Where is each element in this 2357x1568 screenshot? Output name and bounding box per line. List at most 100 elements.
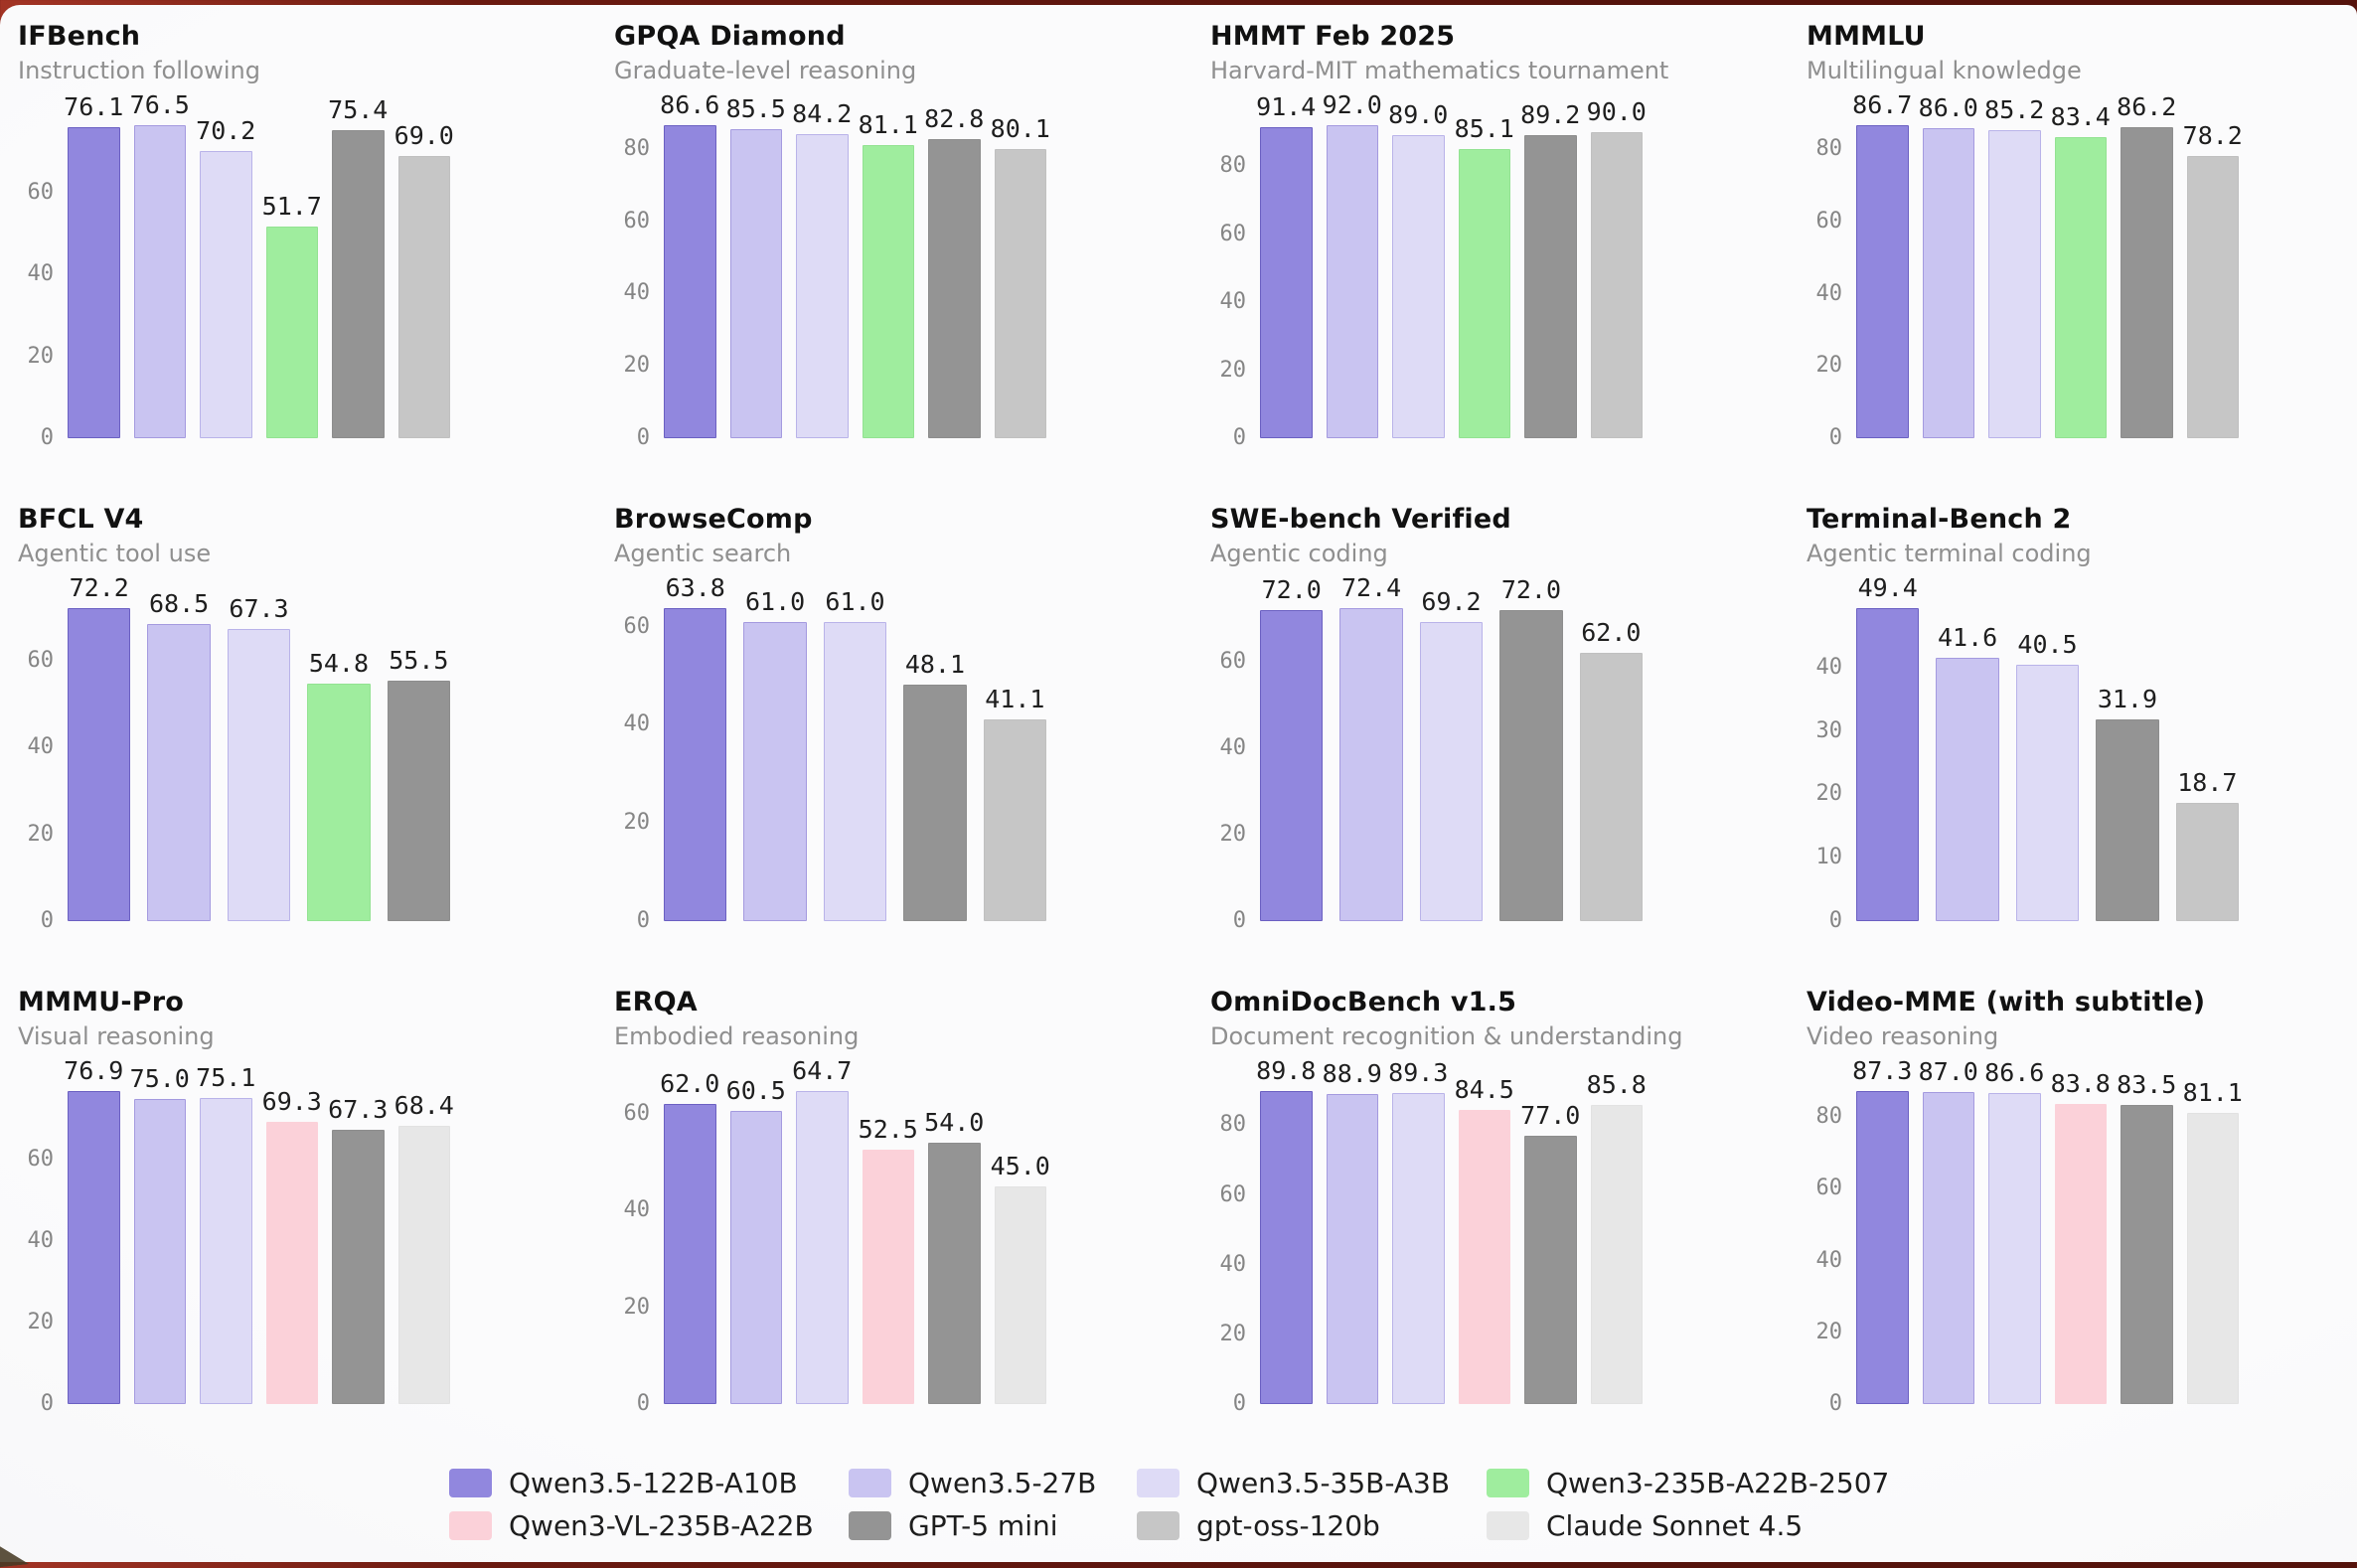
bars-group: 72.0 72.4 69.2 72.0 62.0 bbox=[1260, 567, 1644, 921]
y-axis-tick-label: 40 bbox=[27, 734, 55, 760]
y-axis-tick-label: 0 bbox=[1232, 908, 1246, 933]
bar: 91.4 bbox=[1256, 92, 1316, 438]
bar: 86.6 bbox=[660, 90, 719, 438]
y-axis-tick-label: 40 bbox=[1815, 654, 1843, 680]
bar: 86.7 bbox=[1852, 90, 1912, 438]
bar-value-label: 77.0 bbox=[1520, 1100, 1581, 1130]
benchmark-chart: MMMU-Pro Visual reasoning 0 20 40 60 76.9 75.0 7… bbox=[0, 981, 596, 1464]
y-axis-tick-label: 0 bbox=[636, 425, 650, 450]
bar: 72.0 bbox=[1499, 575, 1563, 921]
plot-area: 0 20 40 60 80 89.8 88.9 89.3 84.5 77.0 85.8 bbox=[1220, 1050, 1647, 1416]
chart-subtitle: Graduate-level reasoning bbox=[614, 57, 917, 84]
y-axis-tick-label: 60 bbox=[623, 1100, 651, 1126]
bar: 83.4 bbox=[2051, 102, 2111, 438]
y-axis-tick-label: 60 bbox=[1219, 221, 1247, 246]
bar-value-label: 84.2 bbox=[792, 98, 853, 128]
bar-value-label: 87.3 bbox=[1852, 1055, 1913, 1085]
bar: 61.0 bbox=[823, 587, 887, 921]
legend-item: Qwen3.5-122B-A10B bbox=[449, 1464, 849, 1501]
window-card: IFBench Instruction following 0 20 40 60 76.1 7… bbox=[0, 5, 2357, 1562]
bar: 85.1 bbox=[1455, 114, 1514, 438]
bar-value-label: 52.5 bbox=[858, 1115, 918, 1145]
bar-value-label: 86.2 bbox=[2117, 91, 2177, 121]
bar-value-label: 60.5 bbox=[725, 1076, 786, 1106]
bar: 69.0 bbox=[394, 121, 454, 438]
benchmark-chart: OmniDocBench v1.5 Document recognition & … bbox=[1192, 981, 1789, 1464]
bar-value-label: 72.4 bbox=[1341, 572, 1402, 602]
bar-value-label: 75.0 bbox=[129, 1063, 190, 1093]
bar-value-label: 62.0 bbox=[1581, 618, 1642, 648]
legend-item-label: Qwen3.5-35B-A3B bbox=[1196, 1466, 1451, 1499]
chart-subtitle: Agentic tool use bbox=[18, 540, 212, 567]
bar-value-label: 18.7 bbox=[2177, 767, 2238, 797]
bar-value-label: 81.1 bbox=[858, 109, 918, 139]
bar-value-label: 85.1 bbox=[1454, 113, 1514, 143]
charts-grid: IFBench Instruction following 0 20 40 60 76.1 7… bbox=[0, 15, 2357, 1464]
bar-value-label: 61.0 bbox=[745, 586, 806, 616]
chart-title: GPQA Diamond bbox=[614, 21, 846, 52]
legend-swatch bbox=[849, 1510, 891, 1540]
chart-title: MMMU-Pro bbox=[18, 987, 184, 1018]
bar-value-label: 76.9 bbox=[64, 1055, 124, 1085]
chart-title: IFBench bbox=[18, 21, 141, 52]
legend-item-label: Claude Sonnet 4.5 bbox=[1546, 1508, 1804, 1542]
bar: 75.0 bbox=[130, 1064, 190, 1404]
bar: 86.0 bbox=[1919, 93, 1978, 438]
bar: 83.8 bbox=[2051, 1069, 2111, 1404]
chart-title: BrowseComp bbox=[614, 504, 813, 535]
bar-value-label: 83.4 bbox=[2050, 101, 2111, 131]
bar-value-label: 55.5 bbox=[389, 645, 449, 675]
bar-value-label: 75.1 bbox=[196, 1063, 256, 1093]
benchmark-chart: ERQA Embodied reasoning 0 20 40 60 62.0 60.5 64.… bbox=[596, 981, 1192, 1464]
plot-area: 0 20 40 60 80 91.4 92.0 89.0 85.1 89.2 90.0 bbox=[1220, 84, 1647, 450]
bar: 86.2 bbox=[2117, 92, 2176, 438]
bar: 48.1 bbox=[903, 650, 967, 921]
y-axis-tick-label: 0 bbox=[40, 908, 54, 933]
bar: 87.3 bbox=[1852, 1056, 1912, 1404]
bar: 78.2 bbox=[2183, 121, 2243, 438]
chart-title: SWE-bench Verified bbox=[1210, 504, 1511, 535]
y-axis-tick-label: 0 bbox=[1232, 425, 1246, 450]
bar-value-label: 89.8 bbox=[1256, 1055, 1317, 1085]
bar: 67.3 bbox=[227, 594, 291, 921]
y-axis-tick-label: 0 bbox=[40, 425, 54, 450]
bar-value-label: 67.3 bbox=[229, 594, 289, 624]
bar: 75.1 bbox=[196, 1063, 255, 1404]
plot-area: 0 20 40 60 62.0 60.5 64.7 52.5 54.0 45.0 bbox=[624, 1050, 1050, 1416]
y-axis-tick-label: 40 bbox=[623, 280, 651, 306]
bar-value-label: 86.6 bbox=[1984, 1058, 2045, 1088]
y-axis-tick-label: 60 bbox=[27, 648, 55, 674]
plot-area: 0 20 40 60 72.0 72.4 69.2 72.0 62.0 bbox=[1220, 567, 1644, 933]
legend-item: Qwen3.5-35B-A3B bbox=[1137, 1464, 1487, 1501]
legend: Qwen3.5-122B-A10B Qwen3.5-27B Qwen3.5-35B-… bbox=[449, 1464, 1914, 1544]
legend-swatch bbox=[1487, 1510, 1529, 1540]
legend-swatch bbox=[449, 1468, 492, 1497]
bar-value-label: 85.8 bbox=[1586, 1070, 1647, 1099]
bar-value-label: 84.5 bbox=[1454, 1074, 1514, 1104]
bars-group: 86.7 86.0 85.2 83.4 86.2 78.2 bbox=[1852, 84, 2243, 438]
chart-subtitle: Agentic coding bbox=[1210, 540, 1388, 567]
chart-subtitle: Video reasoning bbox=[1807, 1022, 1999, 1050]
bars-group: 63.8 61.0 61.0 48.1 41.1 bbox=[664, 567, 1047, 921]
bar: 89.0 bbox=[1388, 100, 1448, 438]
bars-group: 87.3 87.0 86.6 83.8 83.5 81.1 bbox=[1852, 1050, 2243, 1404]
bar: 68.4 bbox=[394, 1091, 454, 1404]
bar: 52.5 bbox=[859, 1115, 918, 1404]
benchmark-chart: Terminal-Bench 2 Agentic terminal coding 0… bbox=[1789, 498, 2357, 981]
legend-item-label: Qwen3-235B-A22B-2507 bbox=[1546, 1466, 1890, 1499]
benchmark-chart: IFBench Instruction following 0 20 40 60 76.1 7… bbox=[0, 15, 596, 498]
bar-value-label: 67.3 bbox=[328, 1095, 389, 1125]
bar: 68.5 bbox=[147, 589, 211, 921]
bar: 89.2 bbox=[1520, 100, 1580, 438]
bar: 86.6 bbox=[1984, 1058, 2044, 1404]
bar-value-label: 81.1 bbox=[2182, 1078, 2243, 1108]
y-axis-tick-label: 0 bbox=[636, 908, 650, 933]
y-axis-tick-label: 60 bbox=[1815, 208, 1843, 234]
y-axis-tick-label: 80 bbox=[1815, 136, 1843, 162]
y-axis-tick-label: 40 bbox=[27, 261, 55, 287]
bar-value-label: 91.4 bbox=[1256, 92, 1317, 122]
bar: 41.1 bbox=[983, 685, 1047, 921]
benchmark-chart: BrowseComp Agentic search 0 20 40 60 63.8 61.0 6… bbox=[596, 498, 1192, 981]
plot-area: 0 10 20 30 40 49.4 41.6 40.5 31.9 18.7 bbox=[1816, 567, 2240, 933]
bar: 51.7 bbox=[262, 192, 322, 438]
